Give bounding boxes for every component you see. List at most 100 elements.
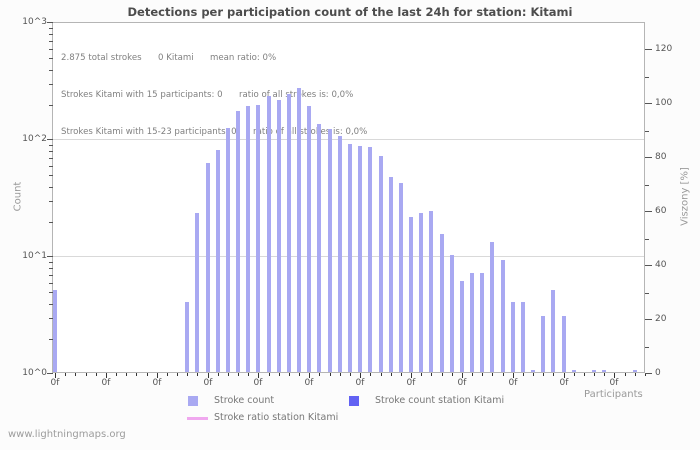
x-axis-tick	[574, 373, 575, 376]
x-axis-tick-label: 0f	[609, 378, 619, 388]
right-axis-minor-tick	[645, 347, 649, 348]
x-axis-tick	[177, 373, 178, 376]
stroke-count-bar	[551, 290, 555, 372]
y-axis-minor-tick	[49, 201, 53, 203]
x-axis-tick	[553, 373, 554, 376]
x-axis-tick	[604, 373, 605, 376]
y-axis-major-tick	[47, 256, 53, 257]
y-axis-major-tick	[47, 22, 53, 23]
x-axis-tick	[594, 373, 595, 376]
x-axis-tick	[431, 373, 432, 376]
stroke-count-bar	[429, 211, 433, 372]
y-axis-major-tick	[47, 373, 53, 374]
y-axis-minor-tick	[49, 104, 53, 106]
y-axis-minor-tick	[49, 41, 53, 43]
right-axis-minor-tick	[645, 131, 649, 132]
x-axis-tick	[462, 373, 463, 378]
x-axis-tick	[136, 373, 137, 376]
x-axis-tick-label: 0f	[101, 378, 111, 388]
stroke-count-bar	[216, 150, 220, 372]
x-axis-tick-label: 0f	[50, 378, 60, 388]
y-axis-minor-tick	[49, 84, 53, 86]
x-axis-tick	[543, 373, 544, 376]
watermark-link[interactable]: www.lightningmaps.org	[8, 429, 126, 440]
x-axis-tick	[75, 373, 76, 376]
stroke-count-bar	[206, 163, 210, 372]
stroke-count-bar	[389, 177, 393, 372]
x-axis-tick	[381, 373, 382, 376]
x-axis-tick-label: 0f	[406, 378, 416, 388]
x-axis-tick	[65, 373, 66, 376]
y-axis-minor-tick	[49, 158, 53, 160]
x-axis-tick-label: 0f	[457, 378, 467, 388]
x-axis-tick	[645, 373, 646, 376]
x-axis-tick	[126, 373, 127, 376]
y-axis-minor-tick	[49, 338, 53, 340]
stroke-count-bar	[256, 105, 260, 372]
right-axis-minor-tick	[645, 293, 649, 294]
x-axis-tick	[147, 373, 148, 376]
stroke-count-bar	[490, 242, 494, 372]
x-axis-tick	[370, 373, 371, 376]
legend-label-stroke-count-station: Stroke count station Kitami	[375, 395, 505, 406]
stats-annotation: 2.875 total strokes 0 Kitami mean ratio:…	[61, 28, 367, 162]
x-axis-tick-label: 0f	[253, 378, 263, 388]
right-axis-major-tick	[645, 49, 652, 50]
right-axis-tick-label: 20	[655, 314, 667, 324]
x-axis-tick	[319, 373, 320, 376]
y-axis-minor-tick	[49, 186, 53, 188]
x-axis-tick	[472, 373, 473, 376]
right-axis-major-tick	[645, 157, 652, 158]
x-axis-tick	[452, 373, 453, 376]
right-axis-major-tick	[645, 373, 652, 374]
right-axis-tick-label: 60	[655, 206, 667, 216]
x-axis-tick	[218, 373, 219, 376]
x-axis-tick	[401, 373, 402, 376]
stroke-count-bar	[368, 147, 372, 372]
stroke-count-bar	[531, 370, 535, 372]
stroke-count-bar	[277, 100, 281, 372]
y-axis-minor-tick	[49, 292, 53, 294]
stroke-count-bar	[562, 316, 566, 372]
x-axis-tick	[187, 373, 188, 376]
stroke-count-bar	[287, 94, 291, 372]
legend-swatch-stroke-count-station	[349, 396, 359, 406]
x-axis-tick-label: 0f	[355, 378, 365, 388]
stroke-count-bar	[480, 273, 484, 372]
x-axis-tick	[340, 373, 341, 376]
x-axis-tick	[86, 373, 87, 376]
x-axis-tick	[330, 373, 331, 376]
stroke-count-bar	[470, 273, 474, 372]
y-axis-minor-tick	[49, 275, 53, 277]
stroke-count-bar	[328, 129, 332, 372]
stroke-count-bar	[541, 316, 545, 372]
y-axis-minor-tick	[49, 262, 53, 264]
x-axis-tick-label: 0f	[152, 378, 162, 388]
stroke-count-bar	[602, 370, 606, 372]
stroke-count-bar	[592, 370, 596, 372]
right-axis-tick-label: 120	[655, 44, 673, 54]
y-axis-minor-tick	[49, 48, 53, 50]
y-axis-minor-tick	[49, 165, 53, 167]
x-axis-tick	[391, 373, 392, 376]
stroke-count-bar	[348, 144, 352, 372]
y-axis-title-left: Count	[12, 181, 24, 212]
y-axis-minor-tick	[49, 58, 53, 60]
stroke-count-bar	[358, 146, 362, 372]
x-axis-tick	[238, 373, 239, 376]
stroke-count-bar	[317, 124, 321, 372]
y-axis-minor-tick	[49, 175, 53, 177]
stroke-count-bar	[297, 88, 301, 372]
x-axis-tick	[167, 373, 168, 376]
right-axis-tick-label: 40	[655, 260, 667, 270]
x-axis-tick	[533, 373, 534, 376]
right-axis-minor-tick	[645, 77, 649, 78]
x-axis-tick-label: 0f	[203, 378, 213, 388]
x-axis-tick	[289, 373, 290, 376]
x-axis-tick	[248, 373, 249, 376]
stats-line-3: Strokes Kitami with 15-23 participants: …	[61, 126, 368, 137]
right-axis-major-tick	[645, 265, 652, 266]
x-axis-tick-label: 0f	[508, 378, 518, 388]
y-axis-tick-label: 10^0	[22, 368, 47, 378]
